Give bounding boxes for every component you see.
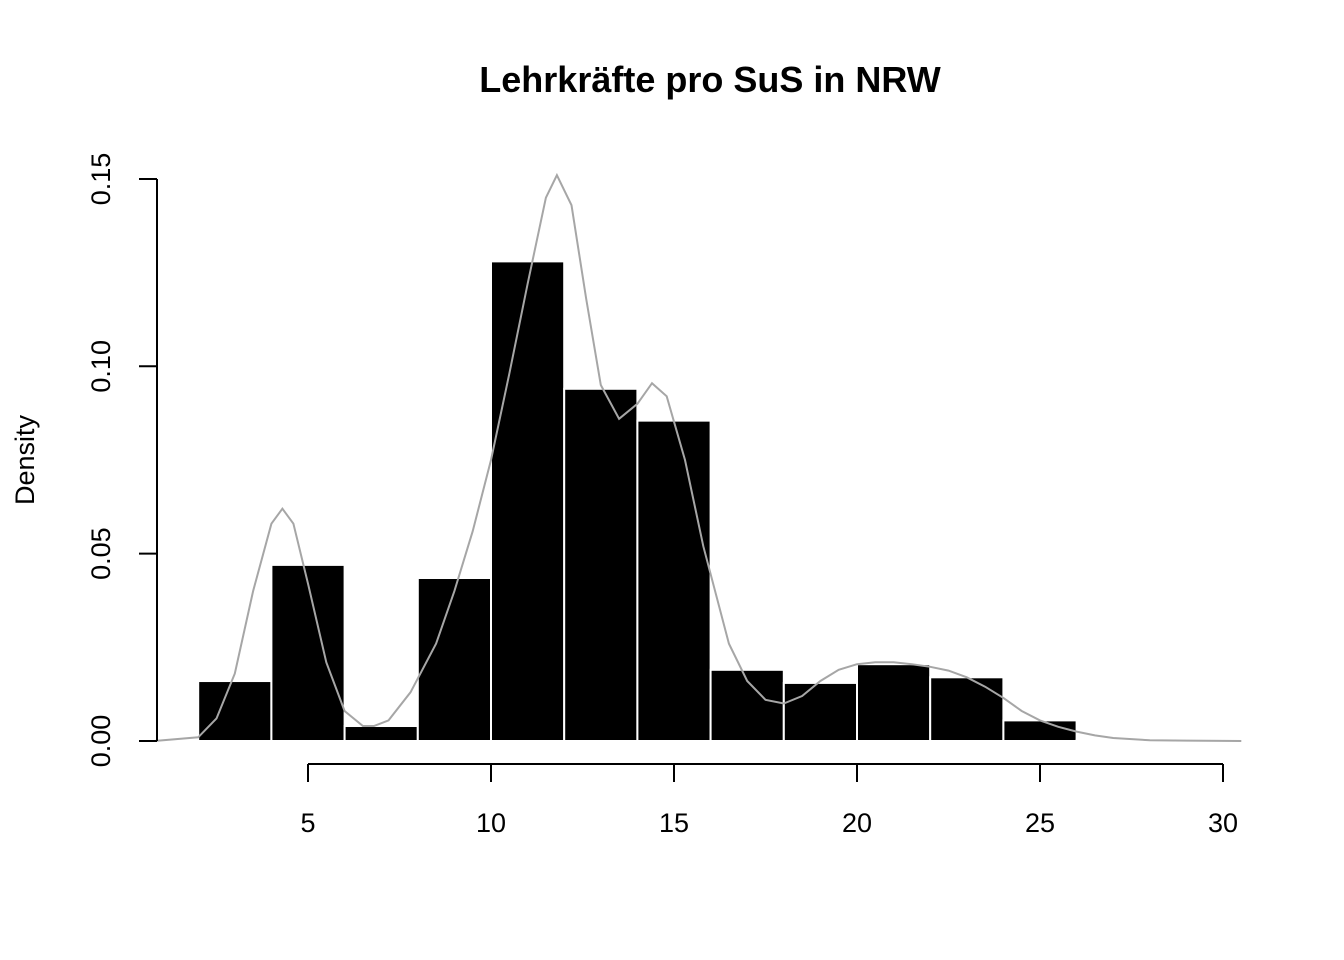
x-tick-label: 10 xyxy=(476,808,506,838)
histogram-bar-1 xyxy=(270,563,346,742)
x-tick-label: 5 xyxy=(300,808,315,838)
y-tick-label: 0.05 xyxy=(86,527,116,580)
chart-title: Lehrkräfte pro SuS in NRW xyxy=(479,59,940,100)
x-tick-label: 30 xyxy=(1208,808,1238,838)
histogram-bar-2 xyxy=(343,725,419,743)
density-curve xyxy=(154,172,1242,742)
y-tick-label: 0.00 xyxy=(86,715,116,768)
histogram-bar-3 xyxy=(416,577,492,742)
y-tick-label: 0.15 xyxy=(86,153,116,206)
histogram-bar-0 xyxy=(197,680,273,742)
histogram-bar-9 xyxy=(856,663,932,743)
histogram-bar-6 xyxy=(636,419,712,742)
y-axis-label: Density xyxy=(10,414,40,505)
x-axis: 5 10 15 20 25 30 xyxy=(300,763,1238,838)
x-tick-label: 15 xyxy=(659,808,689,838)
histogram-bars xyxy=(197,260,1151,743)
y-tick-label: 0.10 xyxy=(86,340,116,393)
y-axis: 0.00 0.05 0.10 0.15 xyxy=(86,153,158,768)
x-tick-label: 25 xyxy=(1025,808,1055,838)
histogram-bar-8 xyxy=(782,681,858,743)
histogram-bar-5 xyxy=(563,387,639,742)
histogram-bar-4 xyxy=(490,260,566,742)
histogram-bar-10 xyxy=(929,676,1005,743)
x-tick-label: 20 xyxy=(842,808,872,838)
histogram-bar-11 xyxy=(1002,719,1078,742)
